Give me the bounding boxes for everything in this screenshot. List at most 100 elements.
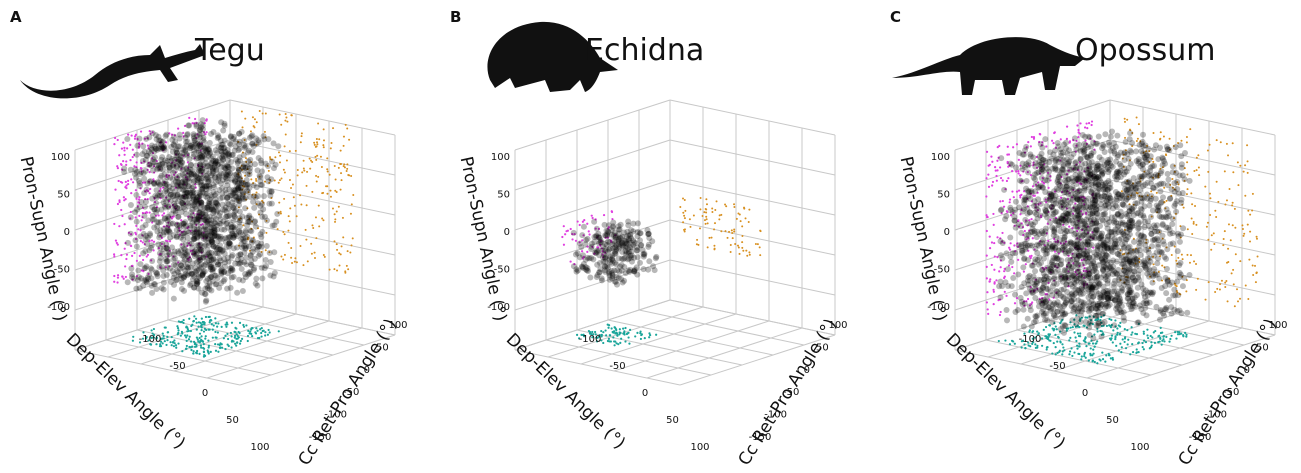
projection-dot (336, 270, 338, 272)
x-tick-label: 0 (642, 388, 648, 399)
cloud-dot (584, 236, 590, 242)
projection-dot (987, 313, 989, 315)
projection-dot (995, 279, 997, 281)
projection-dot (725, 205, 727, 207)
cloud-dot (160, 232, 166, 238)
animal-silhouette (892, 37, 1085, 95)
projection-dot (214, 317, 216, 319)
projection-dot (1136, 140, 1138, 142)
cloud-dot (195, 258, 201, 264)
projection-dot (227, 338, 229, 340)
cloud-dot (212, 250, 218, 256)
projection-dot (1095, 342, 1097, 344)
projection-dot (1214, 291, 1216, 293)
projection-dot (323, 254, 325, 256)
projection-dot (117, 203, 119, 205)
cloud-dot (203, 299, 209, 305)
projection-dot (985, 177, 987, 179)
cloud-dot (258, 182, 264, 188)
projection-dot (1186, 141, 1188, 143)
projection-dot (993, 291, 995, 293)
panel-title: Tegu (194, 33, 265, 68)
projection-dot (1196, 169, 1198, 171)
cloud-dot (1075, 297, 1081, 303)
projection-dot (239, 322, 241, 324)
cloud-dot (210, 129, 216, 135)
projection-dot (280, 178, 282, 180)
projection-dot (289, 179, 291, 181)
cloud-dot (581, 224, 587, 230)
projection-dot (326, 157, 328, 159)
projection-dot (340, 163, 342, 165)
projection-dot (1227, 154, 1229, 156)
projection-dot (141, 219, 143, 221)
projection-dot (1193, 170, 1195, 172)
projection-dot (1207, 171, 1209, 173)
projection-dot (627, 336, 629, 338)
panel-letter: B (450, 8, 461, 26)
projection-dot (1016, 191, 1018, 193)
projection-dot (1036, 345, 1038, 347)
projection-dot (224, 335, 226, 337)
cloud-dot (135, 267, 141, 273)
cloud-dot (132, 209, 138, 215)
projection-dot (124, 223, 126, 225)
cloud-dot (200, 272, 206, 278)
projection-dot (1220, 141, 1222, 143)
projection-dot (345, 124, 347, 126)
projection-dot (260, 332, 262, 334)
projection-dot (320, 156, 322, 158)
projection-dot (207, 329, 209, 331)
panel: BEchidna100500-50-100-100-50050100100500… (450, 8, 848, 469)
cloud-dot (153, 132, 159, 138)
cloud-dot (240, 163, 246, 169)
projection-dot (588, 230, 590, 232)
projection-dot (1236, 288, 1238, 290)
x-tick-label: -50 (169, 361, 185, 372)
projection-dot (192, 352, 194, 354)
projection-dot (186, 334, 188, 336)
projection-dot (1124, 328, 1126, 330)
projection-dot (1182, 258, 1184, 260)
cloud-dot (212, 233, 218, 239)
cloud-dot (138, 233, 144, 239)
cloud-dot (1182, 150, 1188, 156)
projection-dot (1161, 332, 1163, 334)
projection-dot (234, 335, 236, 337)
projection-dot (333, 268, 335, 270)
projection-dot (999, 200, 1001, 202)
projection-dot (745, 217, 747, 219)
projection-dot (1083, 355, 1085, 357)
cloud-dot (149, 196, 155, 202)
cloud-dot (612, 249, 618, 255)
projection-dot (316, 143, 318, 145)
projection-dot (1184, 332, 1186, 334)
grid-line (1110, 100, 1275, 135)
x-tick-label: 50 (666, 415, 679, 426)
projection-dot (243, 326, 245, 328)
cloud-dot (645, 267, 651, 273)
projection-dot (125, 258, 127, 260)
projection-dot (142, 259, 144, 261)
projection-dot (153, 241, 155, 243)
projection-dot (350, 213, 352, 215)
projection-dot (1085, 345, 1087, 347)
projection-dot (346, 168, 348, 170)
projection-dot (1127, 339, 1129, 341)
projection-dot (1005, 295, 1007, 297)
x-tick-label: 0 (202, 388, 208, 399)
projection-dot (1219, 289, 1221, 291)
projection-dot (311, 253, 313, 255)
projection-dot (256, 191, 258, 193)
cloud-dot (241, 152, 247, 158)
projection-dot (731, 232, 733, 234)
projection-dot (312, 227, 314, 229)
projection-dot (988, 281, 990, 283)
projection-dot (986, 255, 988, 257)
cloud-dot (1080, 132, 1086, 138)
projection-dot (586, 223, 588, 225)
cloud-dot (194, 219, 200, 225)
projection-dot (1153, 263, 1155, 265)
projection-dot (265, 112, 267, 114)
projection-dot (135, 216, 137, 218)
